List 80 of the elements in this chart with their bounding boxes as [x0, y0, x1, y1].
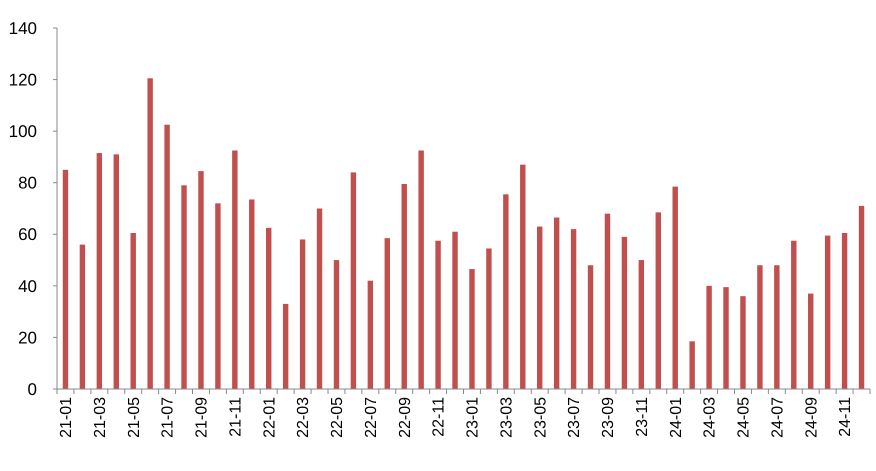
bar	[588, 265, 594, 389]
x-tick-label: 23-01	[464, 396, 482, 438]
x-tick-label: 21-11	[227, 396, 244, 437]
bar	[469, 269, 475, 389]
bar	[689, 341, 695, 389]
bar	[147, 78, 153, 389]
bar	[181, 185, 187, 389]
bar	[384, 238, 390, 389]
bar	[842, 232, 848, 389]
bar	[96, 153, 102, 389]
bar	[350, 172, 356, 389]
bar	[316, 208, 322, 389]
bar	[554, 218, 560, 389]
x-tick-label: 23-03	[498, 396, 516, 438]
x-tick-label: 24-09	[803, 396, 820, 438]
bar	[672, 186, 678, 389]
x-tick-label: 24-03	[702, 396, 719, 438]
bar	[452, 232, 458, 389]
bar	[757, 265, 763, 389]
bar	[114, 154, 119, 389]
bar	[164, 124, 170, 389]
x-tick-label: 22-05	[329, 396, 346, 438]
bar	[402, 184, 407, 389]
y-tick-label: 120	[8, 70, 37, 90]
x-tick-label: 22-11	[430, 396, 448, 437]
bar	[791, 240, 796, 389]
bar	[418, 150, 424, 389]
x-tick-label: 24-05	[736, 396, 753, 438]
bar	[740, 296, 746, 389]
y-tick-label: 100	[8, 122, 37, 142]
bar	[368, 280, 374, 389]
bar	[266, 228, 272, 389]
bar	[706, 286, 712, 389]
bar	[824, 236, 830, 389]
x-tick-label: 21-01	[58, 396, 76, 438]
bar	[723, 287, 729, 389]
bar	[570, 229, 576, 389]
x-tick-label: 21-03	[92, 396, 109, 438]
x-tick-label: 21-07	[160, 396, 177, 438]
x-tick-label: 24-01	[668, 396, 685, 438]
bar	[622, 236, 628, 389]
bar	[215, 203, 221, 389]
bar	[520, 164, 526, 389]
x-tick-label: 23-11	[634, 396, 651, 437]
bar	[80, 244, 86, 389]
bar	[858, 206, 864, 389]
bar	[808, 294, 814, 389]
y-tick-label: 140	[8, 18, 37, 38]
bar	[638, 260, 644, 389]
bar	[435, 240, 441, 389]
bar	[130, 232, 136, 389]
x-tick-label: 23-09	[600, 396, 618, 438]
bar	[198, 171, 204, 389]
y-tick-label: 40	[18, 276, 37, 296]
bar	[249, 199, 254, 389]
x-tick-label: 21-09	[194, 396, 211, 438]
bar	[656, 212, 661, 389]
y-tick-label: 20	[18, 328, 37, 348]
bar	[334, 260, 340, 389]
x-tick-label: 22-09	[396, 396, 414, 438]
bar	[486, 248, 492, 389]
y-tick-label: 80	[18, 174, 37, 193]
x-tick-label: 24-11	[837, 396, 854, 437]
bar	[232, 150, 238, 389]
y-tick-label: 0	[28, 380, 37, 399]
bar	[282, 304, 288, 389]
bar	[503, 194, 509, 389]
bar	[62, 170, 68, 389]
x-tick-label: 22-03	[295, 396, 312, 438]
x-tick-label: 23-05	[532, 396, 550, 438]
bar	[604, 214, 610, 389]
bar	[537, 226, 542, 389]
bar	[774, 265, 780, 389]
x-tick-label: 24-07	[769, 396, 786, 438]
x-tick-label: 22-07	[362, 396, 380, 438]
x-tick-label: 23-07	[566, 396, 584, 438]
bar	[300, 239, 306, 389]
y-tick-label: 60	[18, 225, 37, 244]
x-tick-label: 22-01	[261, 396, 278, 438]
x-tick-label: 21-05	[126, 396, 143, 438]
